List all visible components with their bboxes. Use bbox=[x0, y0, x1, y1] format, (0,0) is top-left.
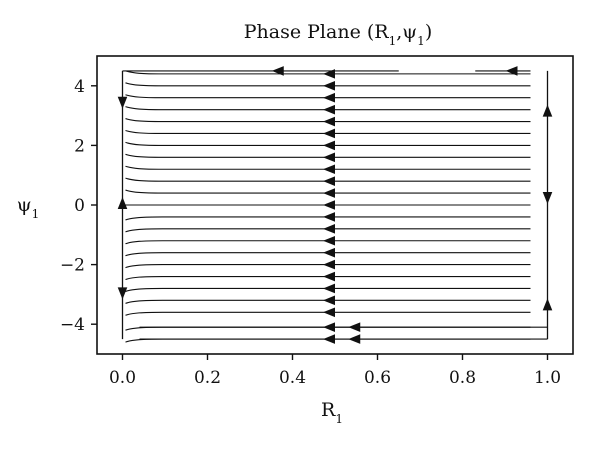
y-tick-label-0: −4 bbox=[60, 315, 85, 335]
title-sub-1: 1 bbox=[389, 34, 397, 48]
x-tick-label-0: 0.0 bbox=[109, 368, 136, 388]
x-tick-label-5: 1.0 bbox=[534, 368, 561, 388]
streamline-arrow-3 bbox=[323, 295, 335, 306]
streamline-arrow-6 bbox=[323, 259, 335, 270]
streamline-20 bbox=[125, 94, 531, 99]
vertical-streamline-0-arrow-0 bbox=[117, 96, 128, 109]
streamline-arrow-15 bbox=[323, 152, 335, 163]
x-axis-label-main: R bbox=[321, 399, 336, 421]
vertical-streamline-0-arrow-2 bbox=[117, 287, 128, 300]
y-axis-ticks: −4 −2 0 2 4 bbox=[60, 77, 97, 335]
streamline-arrow-2 bbox=[323, 307, 335, 318]
top-streamline-arrow-1 bbox=[505, 66, 518, 76]
streamline-arrow-0 bbox=[323, 334, 335, 344]
y-tick-label-1: −2 bbox=[60, 256, 85, 276]
streamline-12 bbox=[125, 189, 531, 194]
vertical-streamline-0-arrow-1 bbox=[117, 197, 128, 209]
y-tick-label-3: 2 bbox=[74, 136, 85, 156]
top-streamline-arrow-0 bbox=[271, 66, 284, 76]
y-axis-label-sub: 1 bbox=[32, 207, 40, 221]
x-tick-label-4: 0.8 bbox=[449, 368, 476, 388]
x-axis-ticks: 0.0 0.2 0.4 0.6 0.8 1.0 bbox=[109, 354, 561, 388]
streamline-16 bbox=[125, 141, 531, 146]
y-tick-label-4: 4 bbox=[74, 77, 85, 97]
streamline-arrow-11 bbox=[323, 200, 335, 210]
streamline-3 bbox=[125, 299, 531, 304]
x-tick-label-1: 0.2 bbox=[194, 368, 221, 388]
streamline-8 bbox=[125, 240, 531, 245]
streamline-22 bbox=[125, 70, 531, 75]
y-axis-label-main: ψ bbox=[17, 194, 32, 216]
streamline-arrow-10 bbox=[323, 212, 335, 222]
streamline-2 bbox=[125, 311, 531, 316]
bottom-streamline-arrow-1 bbox=[348, 334, 361, 344]
bottom-streamline-arrow-0 bbox=[348, 322, 361, 332]
streamline-arrow-21 bbox=[323, 81, 335, 91]
streamline-arrow-18 bbox=[323, 116, 335, 127]
streamline-10 bbox=[125, 216, 531, 221]
streamline-15 bbox=[125, 153, 531, 158]
chart-title: Phase Plane (R1,ψ1) bbox=[244, 21, 432, 48]
streamline-arrow-12 bbox=[323, 188, 335, 198]
streamline-arrow-19 bbox=[323, 104, 335, 115]
title-main: Phase Plane (R bbox=[244, 21, 390, 43]
streamline-18 bbox=[125, 118, 531, 123]
streamline-14 bbox=[125, 165, 531, 170]
y-tick-label-2: 0 bbox=[74, 196, 85, 216]
x-tick-label-2: 0.4 bbox=[279, 368, 306, 388]
streamline-4 bbox=[125, 287, 531, 292]
title-end: ) bbox=[425, 21, 432, 43]
streamline-arrow-20 bbox=[323, 92, 335, 103]
streamline-arrow-16 bbox=[323, 140, 335, 151]
streamline-5 bbox=[125, 275, 531, 281]
x-axis-label-sub: 1 bbox=[335, 412, 343, 426]
streamline-17 bbox=[125, 129, 531, 135]
title-mid: ,ψ bbox=[396, 21, 417, 43]
streamline-arrow-4 bbox=[323, 283, 335, 294]
streamline-19 bbox=[125, 106, 531, 111]
streamline-arrow-8 bbox=[323, 235, 335, 246]
streamline-arrow-17 bbox=[323, 128, 335, 139]
streamline-arrow-13 bbox=[323, 176, 335, 186]
streamline-arrow-22 bbox=[323, 69, 335, 79]
streamlines-group bbox=[121, 70, 549, 343]
streamline-9 bbox=[125, 228, 531, 233]
streamline-arrow-14 bbox=[323, 164, 335, 175]
streamline-7 bbox=[125, 252, 531, 257]
x-axis-label: R1 bbox=[321, 399, 343, 426]
streamline-13 bbox=[125, 177, 531, 182]
streamline-arrow-5 bbox=[323, 271, 335, 282]
y-axis-label: ψ1 bbox=[17, 194, 40, 221]
streamline-arrow-9 bbox=[323, 224, 335, 234]
arrows-group bbox=[117, 66, 553, 344]
streamline-arrow-1 bbox=[323, 322, 335, 332]
title-sub-2: 1 bbox=[417, 34, 425, 48]
x-tick-label-3: 0.6 bbox=[364, 368, 391, 388]
vertical-streamline-1-arrow-2 bbox=[542, 298, 553, 311]
vertical-streamline-1-arrow-0 bbox=[542, 104, 553, 117]
streamline-21 bbox=[125, 82, 531, 87]
streamline-6 bbox=[125, 264, 531, 269]
vertical-streamline-1-arrow-1 bbox=[542, 192, 553, 205]
streamline-arrow-7 bbox=[323, 247, 335, 258]
